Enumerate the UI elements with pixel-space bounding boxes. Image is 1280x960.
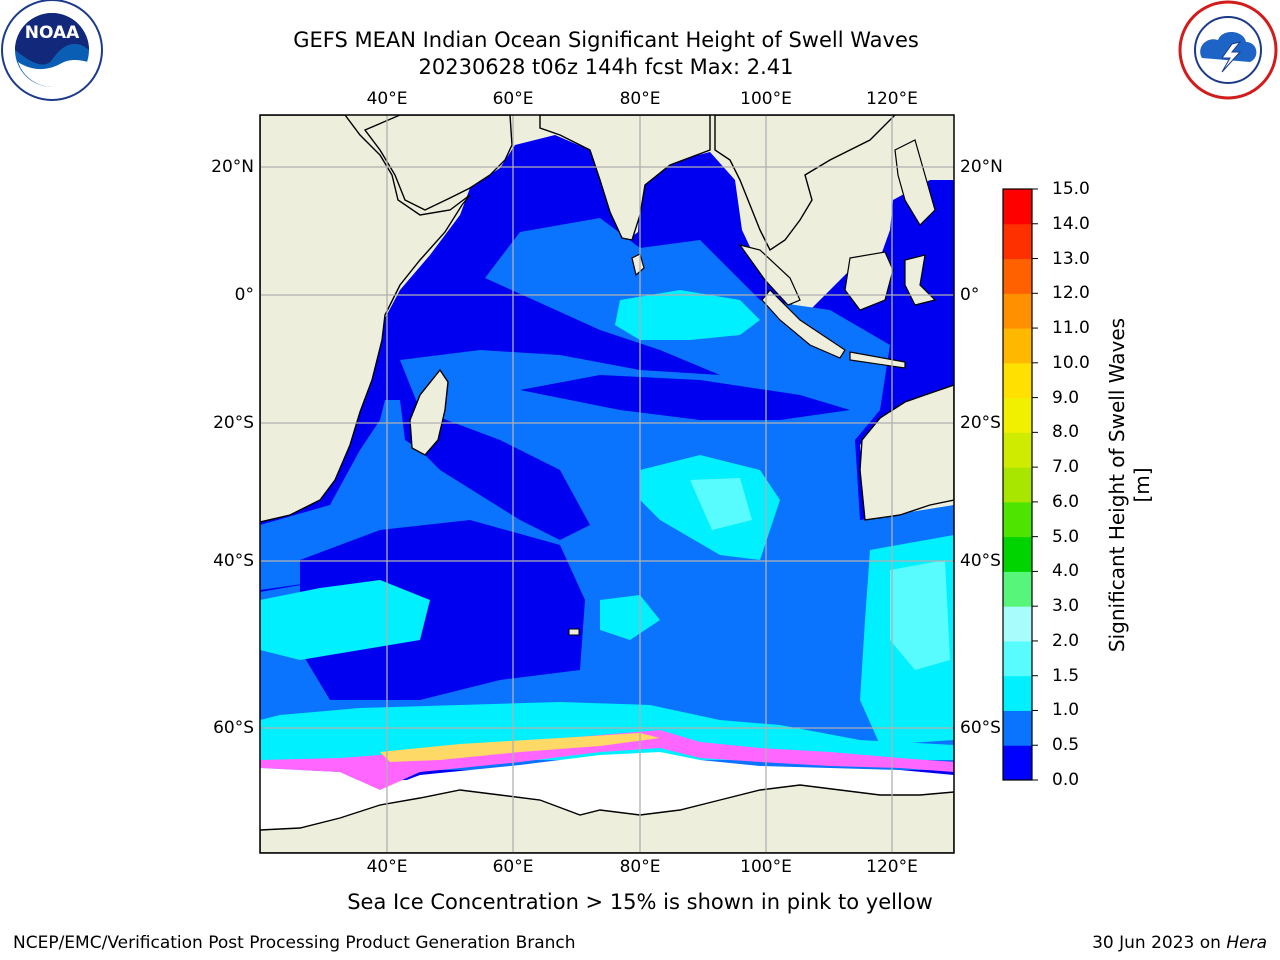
lon-tick-bottom: 60°E [492, 857, 534, 877]
sri-lanka-land [631, 253, 645, 277]
lon-tick-bottom: 120°E [866, 857, 918, 877]
malay-peninsula-land [738, 244, 801, 306]
colorbar-tick-label: 14.0 [1052, 213, 1090, 234]
generation-date: 30 Jun 2023 on Hera [1092, 933, 1267, 953]
map-frame [259, 114, 955, 854]
colorbar-swatch [1003, 189, 1032, 225]
sea-ice-edge-yellow [380, 733, 660, 762]
kerguelen-island [568, 628, 580, 636]
colorbar-swatch [1003, 501, 1032, 538]
sea-ice-footnote: Sea Ice Concentration > 15% is shown in … [347, 890, 933, 914]
colorbar-swatch [1003, 467, 1032, 503]
colorbar-swatch [1003, 258, 1032, 294]
calm-patch-south [300, 520, 585, 700]
colorbar-tick-label: 9.0 [1052, 387, 1080, 408]
swell-band-1.0-1.5-north [615, 290, 760, 340]
colorbar-label: Significant Height of Swell Waves [m] [1105, 317, 1154, 653]
colorbar-swatch [1003, 536, 1032, 572]
colorbar-tick-label: 0.5 [1052, 735, 1080, 756]
lon-tick-top: 80°E [619, 89, 661, 109]
java-land [849, 351, 906, 369]
producer-credit: NCEP/EMC/Verification Post Processing Pr… [13, 933, 576, 953]
lat-tick-right: 0° [960, 285, 980, 305]
colorbar-tick-label: 4.0 [1052, 561, 1080, 582]
colorbar-tick-label: 8.0 [1052, 422, 1080, 443]
colorbar-swatch [1003, 745, 1032, 781]
sumatra-land [761, 289, 846, 359]
australia-land [859, 384, 954, 521]
india-land [539, 115, 711, 241]
colorbar-tick-label: 12.0 [1052, 283, 1090, 304]
colorbar-swatch [1003, 293, 1032, 329]
antarctica-land [260, 784, 954, 853]
arabia-land [363, 115, 513, 211]
colorbar-tick-label: 7.0 [1052, 457, 1080, 478]
swell-band-1.5-2.0 [890, 560, 950, 670]
colorbar-frame [1002, 188, 1033, 781]
lon-tick-bottom: 100°E [740, 857, 792, 877]
host-name: Hera [1226, 933, 1267, 953]
colorbar-swatch [1003, 606, 1032, 642]
lat-tick-right: 60°S [960, 718, 1001, 738]
colorbar-tick-label: 13.0 [1052, 248, 1090, 269]
map-plot [260, 115, 954, 853]
swell-band-1.0-1.5-mid [600, 595, 660, 640]
colorbar-tick-label: 10.0 [1052, 352, 1090, 373]
africa-land [260, 115, 471, 523]
colorbar-swatch [1003, 328, 1032, 364]
lon-tick-bottom: 80°E [619, 857, 661, 877]
colorbar-tick-label: 6.0 [1052, 491, 1080, 512]
calm-patch-central [520, 375, 850, 420]
map-subtitle: 20230628 t06z 144h fcst Max: 2.41 [418, 55, 794, 79]
lat-tick-left: 20°S [213, 413, 254, 433]
colorbar [1003, 189, 1032, 781]
colorbar-tick-label: 1.0 [1052, 700, 1080, 721]
colorbar-tick-label: 3.0 [1052, 596, 1080, 617]
lat-tick-left: 60°S [213, 718, 254, 738]
southeast-asia-land [714, 115, 896, 252]
lon-tick-top: 100°E [740, 89, 792, 109]
colorbar-tick-label: 11.0 [1052, 318, 1090, 339]
lat-tick-left: 40°S [213, 551, 254, 571]
lat-tick-left: 0° [234, 285, 254, 305]
colorbar-tick-label: 2.0 [1052, 630, 1080, 651]
colorbar-tick-label: 1.5 [1052, 665, 1080, 686]
noaa-logo-text: NOAA [25, 23, 80, 43]
colorbar-swatch [1003, 710, 1032, 746]
noaa-logo: NOAA [1, 0, 103, 101]
lat-tick-right: 20°S [960, 413, 1001, 433]
colorbar-swatch [1003, 640, 1032, 677]
lon-tick-top: 60°E [492, 89, 534, 109]
colorbar-swatch [1003, 397, 1032, 433]
lon-tick-top: 40°E [366, 89, 408, 109]
swell-band-1.5-2.0-b [690, 478, 752, 530]
lat-tick-right: 20°N [960, 157, 1003, 177]
lon-tick-bottom: 40°E [366, 857, 408, 877]
sulawesi-land [904, 254, 937, 306]
philippines-land [894, 139, 936, 226]
colorbar-swatch [1003, 571, 1032, 607]
lat-tick-right: 40°S [960, 551, 1001, 571]
colorbar-swatch [1003, 675, 1032, 711]
lon-tick-top: 120°E [866, 89, 918, 109]
colorbar-swatch [1003, 223, 1032, 260]
lat-tick-left: 20°N [211, 157, 254, 177]
map-grid [260, 115, 954, 853]
colorbar-swatch [1003, 362, 1032, 399]
generation-date-text: 30 Jun 2023 on [1092, 933, 1227, 953]
madagascar-land [409, 368, 449, 456]
colorbar-tick-label: 0.0 [1052, 770, 1080, 790]
colorbar-tick-label: 15.0 [1052, 179, 1090, 199]
nws-logo [1178, 0, 1278, 100]
colorbar-swatch [1003, 432, 1032, 468]
colorbar-tick-label: 5.0 [1052, 526, 1080, 547]
map-title: GEFS MEAN Indian Ocean Significant Heigh… [293, 28, 919, 52]
swell-band-1.0-1.5-south [260, 702, 954, 760]
